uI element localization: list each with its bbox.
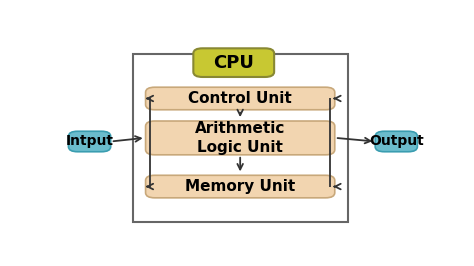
FancyBboxPatch shape xyxy=(146,175,335,198)
Bar xyxy=(133,55,347,222)
Text: Memory Unit: Memory Unit xyxy=(185,179,295,194)
FancyBboxPatch shape xyxy=(68,131,110,152)
Text: Intput: Intput xyxy=(65,135,114,148)
Text: Output: Output xyxy=(369,135,424,148)
Text: Arithmetic
Logic Unit: Arithmetic Logic Unit xyxy=(195,121,285,155)
Text: Control Unit: Control Unit xyxy=(188,91,292,106)
FancyBboxPatch shape xyxy=(375,131,418,152)
FancyBboxPatch shape xyxy=(193,48,274,77)
FancyBboxPatch shape xyxy=(146,121,335,155)
FancyBboxPatch shape xyxy=(146,87,335,110)
Text: CPU: CPU xyxy=(213,54,254,72)
